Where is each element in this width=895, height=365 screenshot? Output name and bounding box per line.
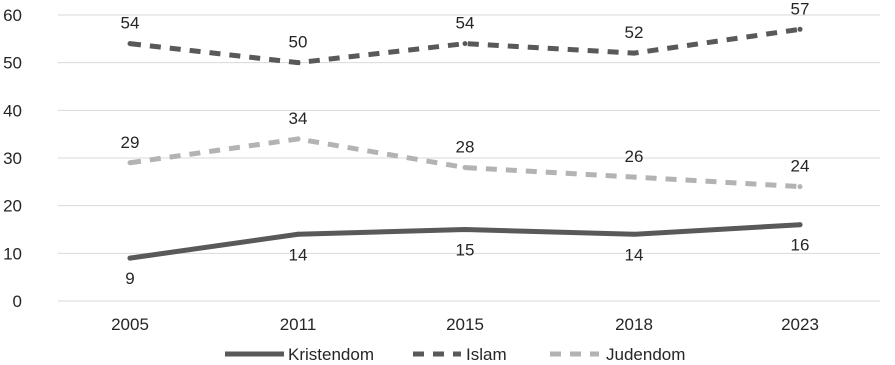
data-label-judendom: 24 bbox=[791, 157, 810, 176]
legend-label-judendom: Judendom bbox=[606, 345, 685, 364]
y-tick-label: 50 bbox=[3, 54, 22, 73]
y-tick-label: 40 bbox=[3, 101, 22, 120]
data-point-islam bbox=[462, 41, 468, 47]
data-point-kristendom bbox=[797, 222, 803, 228]
data-point-judendom bbox=[462, 165, 468, 171]
data-point-kristendom bbox=[462, 227, 468, 232]
y-tick-label: 10 bbox=[3, 244, 22, 263]
data-point-judendom bbox=[127, 160, 133, 166]
data-label-islam: 54 bbox=[456, 14, 475, 33]
data-label-judendom: 34 bbox=[289, 109, 308, 128]
data-label-islam: 57 bbox=[791, 0, 810, 18]
data-point-judendom bbox=[631, 174, 637, 180]
data-label-kristendom: 15 bbox=[456, 241, 475, 260]
data-label-islam: 54 bbox=[121, 14, 140, 33]
x-tick-label: 2011 bbox=[280, 315, 317, 334]
data-labels: 9 14 15 14 16 54 50 54 52 57 29 34 28 26 24 bbox=[121, 0, 810, 288]
x-tick-label: 2018 bbox=[615, 315, 653, 334]
x-tick-label: 2023 bbox=[781, 315, 819, 334]
data-label-kristendom: 16 bbox=[791, 236, 810, 255]
gridlines bbox=[58, 14, 880, 302]
data-label-judendom: 26 bbox=[625, 147, 644, 166]
legend-label-kristendom: Kristendom bbox=[288, 345, 374, 364]
series-lines bbox=[127, 26, 803, 261]
x-tick-label: 2015 bbox=[446, 315, 484, 334]
legend-label-islam: Islam bbox=[466, 345, 507, 364]
data-point-islam bbox=[631, 50, 637, 56]
legend: Kristendom Islam Judendom bbox=[225, 345, 685, 364]
y-tick-label: 20 bbox=[3, 197, 22, 216]
data-label-islam: 50 bbox=[289, 33, 308, 52]
data-label-kristendom: 14 bbox=[289, 245, 308, 264]
data-point-kristendom bbox=[127, 255, 133, 261]
series-line-islam bbox=[129, 26, 801, 66]
series-line-judendom bbox=[129, 136, 801, 190]
y-tick-label: 60 bbox=[3, 6, 22, 25]
data-label-islam: 52 bbox=[625, 23, 644, 42]
data-label-judendom: 28 bbox=[456, 138, 475, 157]
x-tick-label: 2005 bbox=[111, 315, 149, 334]
data-point-kristendom bbox=[295, 231, 301, 237]
data-point-judendom bbox=[295, 136, 301, 142]
y-tick-label: 0 bbox=[13, 292, 22, 311]
data-label-kristendom: 9 bbox=[125, 269, 134, 288]
y-axis: 0 10 20 30 40 50 60 bbox=[3, 6, 22, 311]
data-point-judendom bbox=[797, 184, 803, 190]
y-tick-label: 30 bbox=[3, 149, 22, 168]
data-point-islam bbox=[127, 41, 133, 47]
data-label-judendom: 29 bbox=[121, 133, 140, 152]
data-label-kristendom: 14 bbox=[625, 245, 644, 264]
data-point-islam bbox=[295, 60, 301, 66]
data-point-islam bbox=[797, 26, 803, 32]
x-axis: 2005 2011 2015 2018 2023 bbox=[111, 315, 819, 334]
data-point-kristendom bbox=[631, 231, 637, 237]
